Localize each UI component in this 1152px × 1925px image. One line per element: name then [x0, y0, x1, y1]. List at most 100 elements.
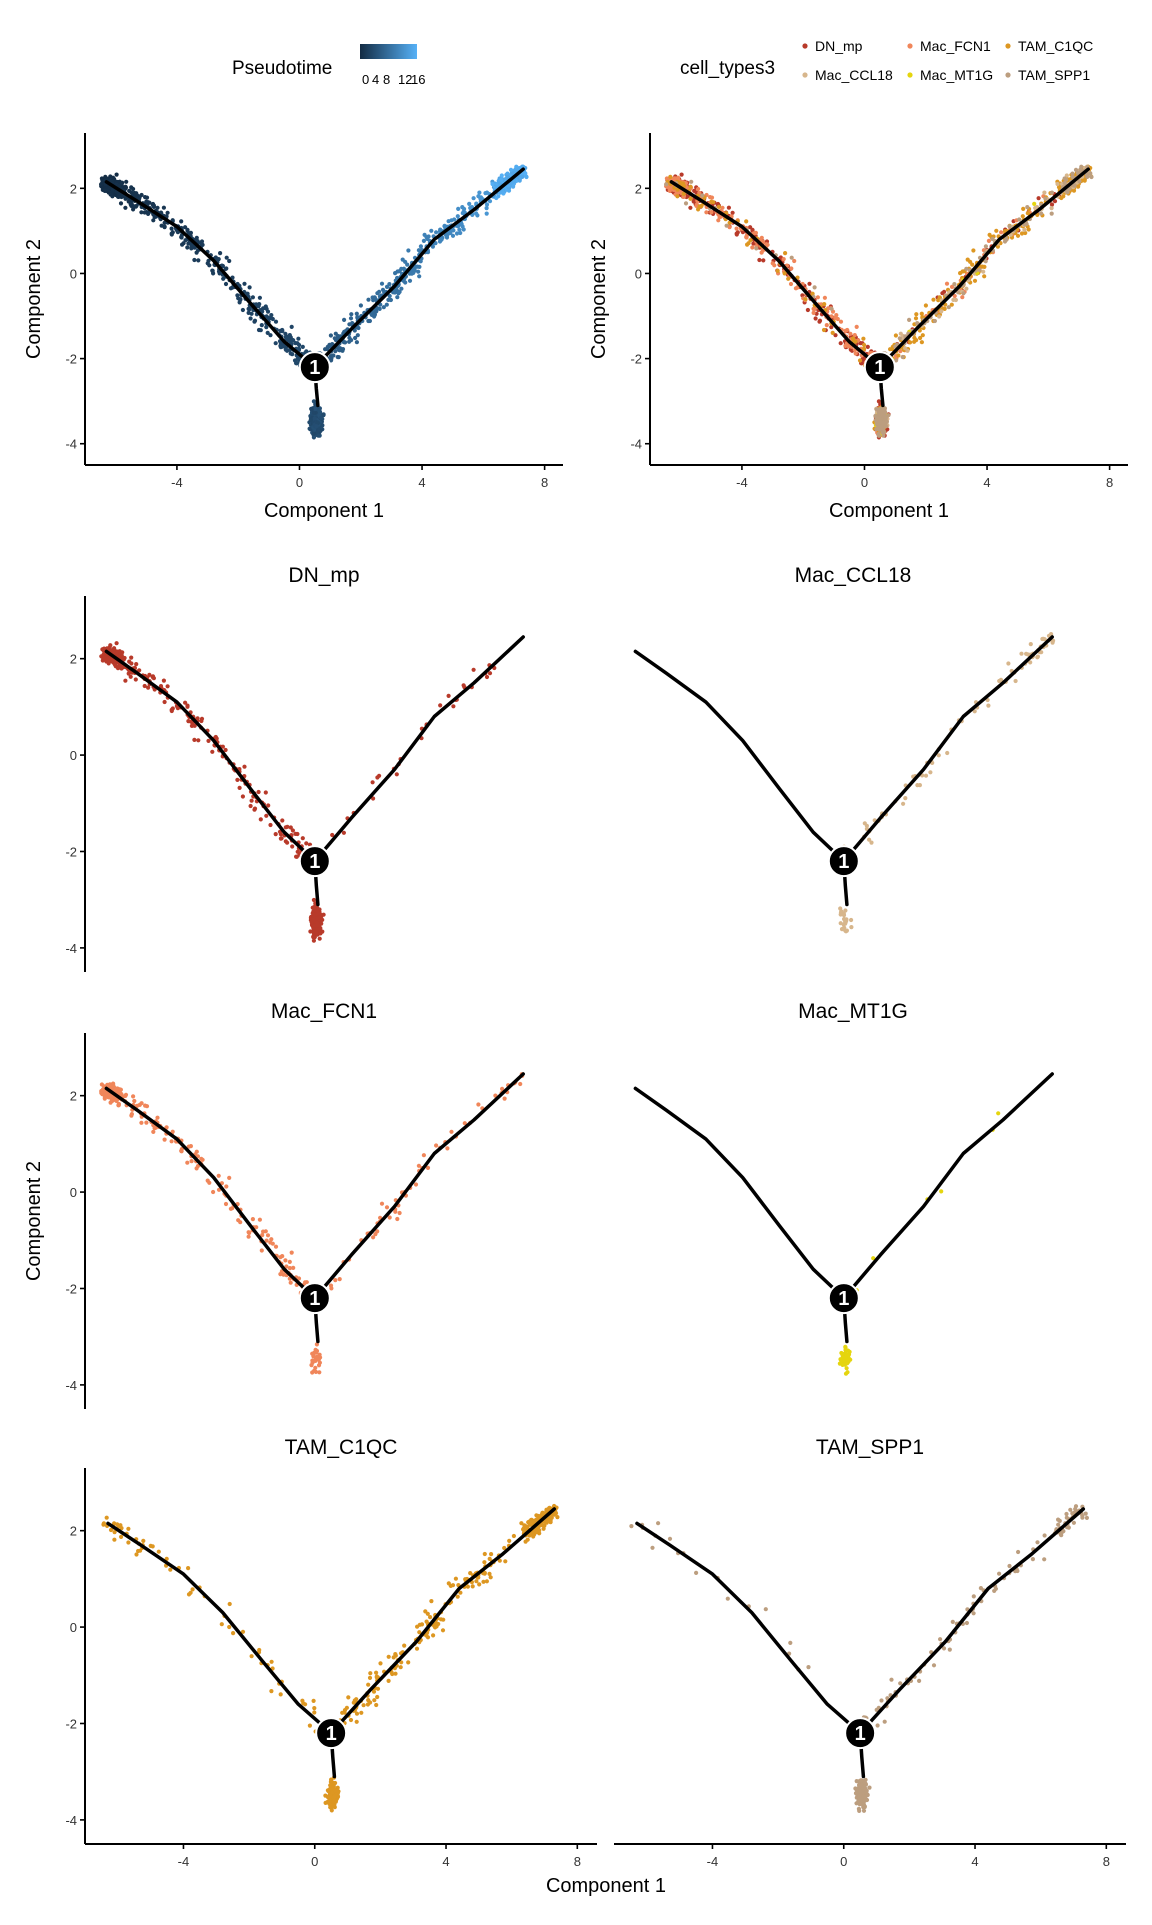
cell-point: [888, 347, 892, 351]
cell-point: [296, 337, 300, 341]
cell-point: [271, 317, 275, 321]
cell-point: [776, 269, 780, 273]
cell-point: [894, 333, 898, 337]
cell-point: [520, 175, 524, 179]
y-tick-label: 0: [70, 1185, 77, 1200]
pseudotime-tick-label: 16: [411, 72, 425, 87]
cell-point: [485, 206, 489, 210]
cell-point: [790, 256, 794, 260]
cell-point: [221, 277, 225, 281]
cell-point: [297, 347, 301, 351]
legend-swatch: [1005, 72, 1010, 77]
cell-point: [308, 929, 312, 933]
cell-point: [945, 751, 949, 755]
trajectory-line: [315, 637, 523, 861]
cell-point: [456, 214, 460, 218]
cell-point: [920, 340, 924, 344]
cell-point: [170, 708, 174, 712]
cell-point: [924, 774, 928, 778]
cell-point: [881, 434, 885, 438]
pseudotime-tick-label: 0: [362, 72, 369, 87]
cell-point: [928, 770, 932, 774]
cell-point: [709, 210, 713, 214]
y-tick-label: 2: [70, 652, 77, 667]
cell-point: [961, 291, 965, 295]
cell-point: [274, 341, 278, 345]
cell-point: [839, 320, 843, 324]
cell-point: [999, 230, 1003, 234]
cell-point: [754, 246, 758, 250]
cell-point: [145, 196, 149, 200]
cell-point: [160, 224, 164, 228]
cell-point: [1007, 224, 1011, 228]
cell-point: [704, 210, 708, 214]
cell-point: [988, 233, 992, 237]
cell-point: [189, 231, 193, 235]
cell-point: [118, 649, 122, 653]
legend-swatch: [802, 43, 807, 48]
cell-point: [106, 657, 110, 661]
cell-point: [329, 333, 333, 337]
cell-point: [238, 786, 242, 790]
cell-point: [689, 180, 693, 184]
cell-point: [310, 407, 314, 411]
cell-point: [318, 937, 322, 941]
cell-point: [727, 206, 731, 210]
cell-point: [1079, 165, 1083, 169]
cell-point: [282, 1273, 286, 1277]
cell-point: [132, 1099, 136, 1103]
cell-point: [823, 296, 827, 300]
cell-point: [1065, 190, 1069, 194]
cell-point: [750, 245, 754, 249]
y-tick-label: -4: [65, 941, 77, 956]
cell-point: [124, 180, 128, 184]
branch-node-label: 1: [309, 851, 320, 873]
cell-point: [472, 668, 476, 672]
cell-point: [1050, 206, 1054, 210]
cell-point: [356, 333, 360, 337]
cell-point: [115, 641, 119, 645]
cell-point: [301, 345, 305, 349]
cell-point: [229, 1207, 233, 1211]
cell-point: [878, 407, 882, 411]
cell-point: [813, 285, 817, 289]
cell-point: [162, 679, 166, 683]
cell-point: [973, 279, 977, 283]
cell-point: [472, 196, 476, 200]
y-tick-label: 2: [70, 181, 77, 196]
pseudotime-tick-label: 4: [372, 72, 379, 87]
cell-point: [931, 298, 935, 302]
cell-point: [964, 287, 968, 291]
cell-point: [368, 319, 372, 323]
cell-point: [688, 197, 692, 201]
cell-point: [162, 206, 166, 210]
cell-point: [195, 1150, 199, 1154]
cell-point: [735, 227, 739, 231]
cell-point: [289, 351, 293, 355]
cell-point: [789, 282, 793, 286]
cell-point: [269, 1237, 273, 1241]
cell-point: [323, 347, 327, 351]
cell-point: [283, 332, 287, 336]
cell-point: [251, 295, 255, 299]
cell-point: [1003, 239, 1007, 243]
cell-point: [1037, 196, 1041, 200]
cell-point: [124, 1093, 128, 1097]
cell-point: [960, 295, 964, 299]
cell-point: [261, 1230, 265, 1234]
cell-point: [1024, 652, 1028, 656]
cell-point: [185, 1161, 189, 1165]
cell-point: [783, 271, 787, 275]
cell-point: [143, 684, 147, 688]
y-tick-label: -2: [630, 352, 642, 367]
cell-point: [664, 182, 668, 186]
cell-point: [434, 230, 438, 234]
cell-point: [309, 418, 313, 422]
cell-point: [183, 225, 187, 229]
cell-point: [247, 1235, 251, 1239]
x-tick-label: 0: [861, 475, 868, 490]
